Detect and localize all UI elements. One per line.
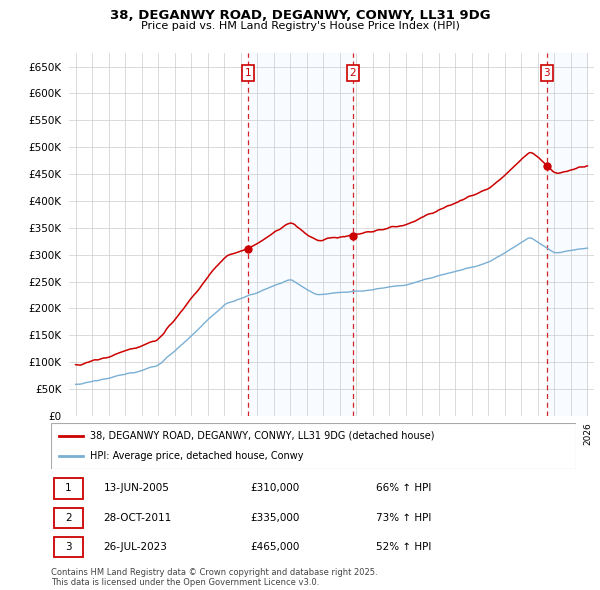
Text: 52% ↑ HPI: 52% ↑ HPI — [377, 542, 432, 552]
Text: £465,000: £465,000 — [251, 542, 300, 552]
Text: £335,000: £335,000 — [251, 513, 300, 523]
Text: 66% ↑ HPI: 66% ↑ HPI — [377, 483, 432, 493]
Text: 26-JUL-2023: 26-JUL-2023 — [104, 542, 167, 552]
Text: 38, DEGANWY ROAD, DEGANWY, CONWY, LL31 9DG: 38, DEGANWY ROAD, DEGANWY, CONWY, LL31 9… — [110, 9, 490, 22]
FancyBboxPatch shape — [53, 478, 83, 499]
Text: 13-JUN-2005: 13-JUN-2005 — [104, 483, 169, 493]
Bar — [547, 53, 587, 416]
Bar — [248, 53, 353, 416]
Text: 1: 1 — [65, 483, 71, 493]
Text: 3: 3 — [544, 68, 550, 78]
Text: 1: 1 — [245, 68, 251, 78]
FancyBboxPatch shape — [53, 507, 83, 528]
Text: 2: 2 — [65, 513, 71, 523]
FancyBboxPatch shape — [53, 537, 83, 557]
Text: 3: 3 — [65, 542, 71, 552]
Text: Contains HM Land Registry data © Crown copyright and database right 2025.
This d: Contains HM Land Registry data © Crown c… — [51, 568, 377, 587]
Text: 28-OCT-2011: 28-OCT-2011 — [104, 513, 172, 523]
Text: £310,000: £310,000 — [251, 483, 300, 493]
Text: 73% ↑ HPI: 73% ↑ HPI — [377, 513, 432, 523]
Text: Price paid vs. HM Land Registry's House Price Index (HPI): Price paid vs. HM Land Registry's House … — [140, 21, 460, 31]
FancyBboxPatch shape — [51, 423, 576, 469]
Text: 2: 2 — [349, 68, 356, 78]
Text: HPI: Average price, detached house, Conwy: HPI: Average price, detached house, Conw… — [91, 451, 304, 461]
Text: 38, DEGANWY ROAD, DEGANWY, CONWY, LL31 9DG (detached house): 38, DEGANWY ROAD, DEGANWY, CONWY, LL31 9… — [91, 431, 435, 441]
